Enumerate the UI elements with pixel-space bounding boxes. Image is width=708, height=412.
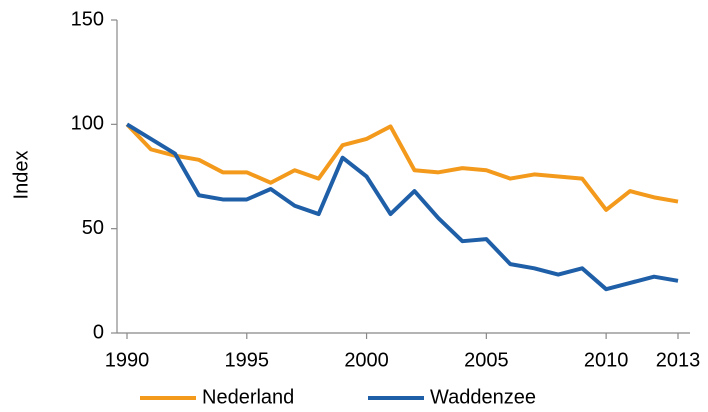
legend-label: Nederland — [202, 386, 294, 408]
series-line — [125, 122, 679, 212]
y-tick-label: 0 — [93, 321, 104, 343]
y-tick-label: 100 — [71, 113, 104, 135]
x-tick-label: 2000 — [344, 349, 389, 371]
y-tick-label: 50 — [82, 217, 104, 239]
y-tick-label: 150 — [71, 8, 104, 30]
series-line — [125, 122, 679, 292]
x-tick-label: 1990 — [105, 349, 150, 371]
x-tick-label: 2010 — [584, 349, 629, 371]
legend-label: Waddenzee — [430, 386, 536, 408]
x-tick-label: 2005 — [464, 349, 509, 371]
x-tick-label: 2013 — [656, 349, 701, 371]
y-axis-label: Index — [10, 151, 32, 200]
x-tick-label: 1995 — [225, 349, 270, 371]
